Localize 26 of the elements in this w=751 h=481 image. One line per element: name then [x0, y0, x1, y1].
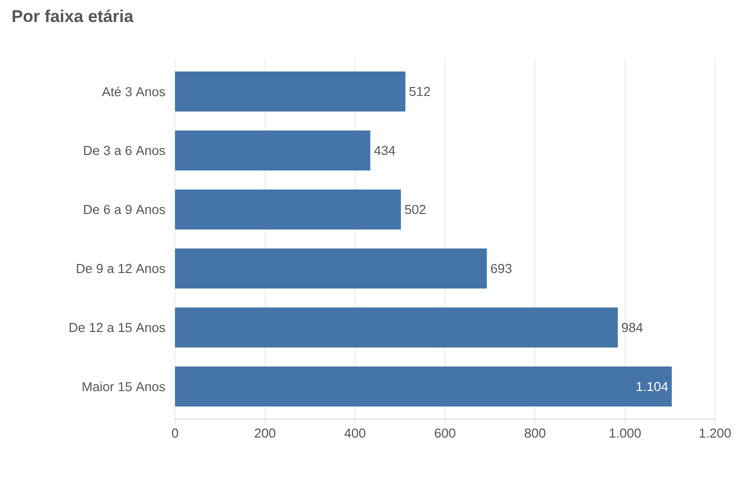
x-tick-label: 1.000 [610, 428, 641, 438]
data-label: 984 [622, 322, 643, 332]
y-tick-label: De 9 a 12 Anos [76, 264, 165, 274]
y-tick-label: De 3 a 6 Anos [84, 146, 165, 156]
data-label: 693 [491, 264, 512, 274]
data-label: 434 [374, 146, 396, 156]
y-tick-label: Maior 15 Anos [82, 382, 165, 392]
y-tick-label: De 6 a 9 Anos [84, 204, 165, 214]
data-label: 512 [409, 86, 430, 96]
x-tick-label: 400 [344, 428, 366, 438]
data-label: 502 [404, 204, 426, 214]
x-tick-label: 800 [524, 428, 546, 438]
bar [175, 189, 401, 230]
x-tick-label: 200 [254, 428, 276, 438]
bar [175, 366, 672, 407]
chart-title: Por faixa etária [12, 10, 134, 22]
x-tick-label: 0 [172, 428, 178, 438]
x-tick-label: 1.200 [700, 428, 731, 438]
data-label: 1.104 [636, 382, 668, 392]
x-tick-label: 600 [434, 428, 456, 438]
bar [175, 308, 618, 348]
y-tick-label: Até 3 Anos [102, 86, 165, 96]
bar [175, 71, 406, 112]
y-tick-label: De 12 a 15 Anos [70, 322, 165, 332]
bar [175, 130, 370, 170]
bar [175, 248, 487, 289]
